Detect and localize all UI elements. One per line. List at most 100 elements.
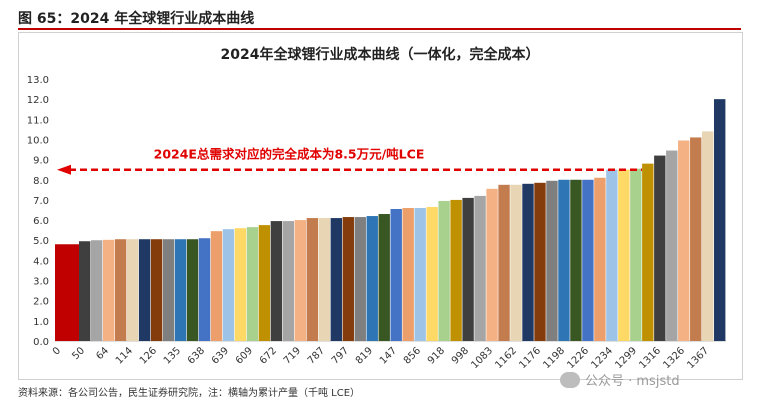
y-tick-label: 3.0 [33,277,49,288]
figure-header: 图 65：2024 年全球锂行业成本曲线 [18,6,741,30]
watermark-text: 公众号 · msjstd [585,374,680,389]
bar [666,150,678,341]
x-tick-label: 64 [94,345,111,362]
bar [210,231,223,341]
bar [318,218,331,341]
figure-title: 图 65：2024 年全球锂行业成本曲线 [18,11,255,27]
bar [654,155,666,341]
bar [426,206,438,341]
bar [330,218,342,341]
x-tick-label: 918 [426,345,447,366]
y-tick-label: 0.0 [33,337,49,348]
bar [702,131,714,341]
y-tick-label: 6.0 [33,216,49,227]
bar [162,239,175,341]
bar [546,180,558,341]
bar [606,169,618,341]
y-tick-label: 4.0 [33,256,49,267]
bar [462,197,474,341]
y-tick-label: 10.0 [27,135,49,146]
x-tick-label: 638 [186,345,207,366]
x-axis: 0 50 64 114 126 135 638 639 609 672 719 787 797 819 14… [51,345,711,371]
bar [234,228,247,341]
bar [246,227,259,341]
x-tick-label: 672 [258,345,279,366]
chart-frame: 2024年全球锂行业成本曲线（一体化，完全成本） 0.0 1.0 2.0 3.0 4.0… [18,32,743,380]
bar [294,220,307,341]
bar [90,240,103,341]
bar [138,239,151,341]
x-tick-label: 135 [162,345,183,366]
bar [498,184,510,341]
reference-label: 2024E总需求对应的完全成本为8.5万元/吨LCE [154,147,425,162]
y-tick-label: 7.0 [33,196,49,207]
x-tick-label: 1299 [613,345,639,371]
chart-title: 2024年全球锂行业成本曲线（一体化，完全成本） [221,46,540,63]
bar [258,225,271,341]
x-tick-label: 50 [70,345,87,362]
y-tick-label: 5.0 [33,236,49,247]
x-tick-label: 114 [114,345,135,366]
x-tick-label: 1083 [469,345,495,371]
y-tick-label: 9.0 [33,156,49,167]
cost-curve-chart: 2024年全球锂行业成本曲线（一体化，完全成本） 0.0 1.0 2.0 3.0 4.0… [27,46,726,371]
bar [198,238,211,341]
bar [102,239,115,341]
bar [690,137,702,341]
bar [510,184,522,341]
bar [282,221,295,341]
bar [714,99,726,342]
y-tick-label: 8.0 [33,176,49,187]
bars [55,99,726,342]
bar [486,188,498,341]
x-tick-label: 639 [210,345,231,366]
x-tick-label: 797 [330,345,351,366]
x-tick-label: 1176 [517,345,543,371]
reference-line: 2024E总需求对应的完全成本为8.5万元/吨LCE [57,147,642,175]
y-tick-label: 13.0 [27,75,49,86]
bar [354,217,366,341]
bar [534,182,546,341]
x-tick-label: 998 [450,345,471,366]
wechat-icon [560,371,580,388]
y-tick-label: 1.0 [33,317,49,328]
y-tick-label: 2.0 [33,297,49,308]
y-tick-label: 12.0 [27,95,49,106]
bar [378,214,390,341]
bar [174,239,187,341]
bar [186,239,199,341]
x-tick-label: 0 [51,345,63,357]
source-note: 资料来源：各公司公告，民生证券研究院，注：横轴为累计产量（千吨 LCE） [18,388,361,399]
bar [630,168,642,341]
x-tick-label: 819 [354,345,375,366]
x-tick-label: 609 [234,345,255,366]
bar [558,179,570,341]
x-tick-label: 126 [138,345,159,366]
x-tick-label: 1316 [637,345,663,371]
bar [450,199,462,341]
bar [570,179,582,341]
x-tick-label: 856 [402,345,423,366]
y-tick-label: 11.0 [27,115,49,126]
bar [678,140,690,341]
bar [618,169,630,341]
x-tick-label: 1226 [565,345,591,371]
bar [390,208,402,341]
bar [366,216,378,341]
bar [306,218,319,341]
x-tick-label: 147 [378,345,399,366]
bar [222,229,235,341]
arrow-left-icon [57,164,71,175]
bar [594,177,606,341]
bar [270,221,283,341]
x-tick-label: 719 [282,345,303,366]
x-tick-label: 1198 [541,345,567,371]
bar [342,217,354,341]
watermark: 公众号 · msjstd [560,370,680,389]
x-tick-label: 1326 [661,345,687,371]
bar [642,163,654,341]
bar [474,195,486,341]
bar [79,241,91,341]
bar [438,200,450,341]
x-tick-label: 787 [306,345,327,366]
